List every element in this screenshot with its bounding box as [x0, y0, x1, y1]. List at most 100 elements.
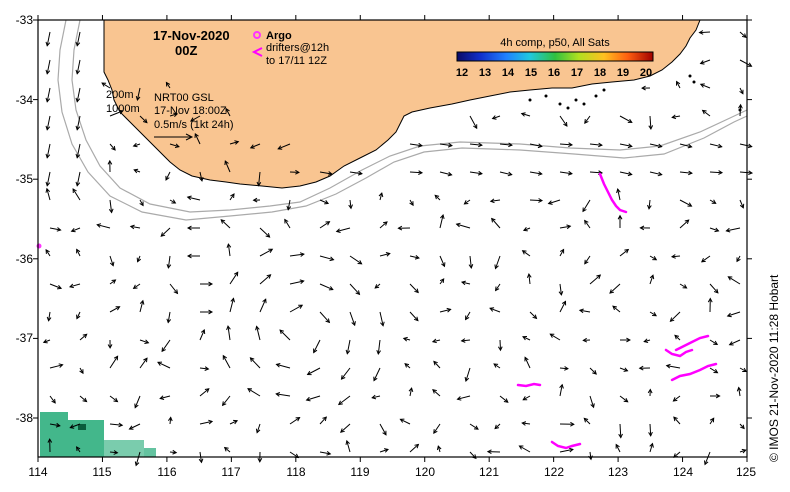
current-vector-head [413, 316, 419, 322]
current-vector-head [549, 333, 555, 338]
current-vector [709, 418, 715, 425]
current-vector [673, 416, 681, 425]
current-vector-head [561, 300, 567, 306]
current-vector-head [671, 114, 677, 120]
current-vector-head [609, 289, 615, 294]
current-vector-head [521, 250, 527, 255]
current-vector [489, 307, 501, 313]
current-vector [70, 423, 81, 429]
current-vector [609, 283, 621, 294]
current-vector-head [324, 200, 330, 205]
current-vector [336, 227, 351, 232]
current-vector [169, 417, 172, 425]
current-vector-head [615, 443, 620, 449]
current-vector-head [414, 288, 419, 294]
current-vector-head [45, 125, 51, 131]
current-vector-head [226, 243, 232, 248]
current-vector-head [348, 204, 353, 210]
current-vector-head [583, 417, 589, 423]
current-vector [491, 218, 501, 229]
current-vector [165, 82, 171, 89]
current-vector-head [132, 142, 138, 148]
current-vector-head [165, 81, 171, 87]
current-vector-head [82, 333, 88, 339]
current-vector-field [42, 30, 754, 467]
current-vector [409, 311, 419, 321]
current-vector [495, 283, 501, 291]
current-vector [521, 113, 531, 117]
current-vector-head [45, 153, 51, 159]
current-vector-head [55, 422, 61, 428]
current-vector [403, 337, 411, 341]
x-tick-label: 115 [92, 465, 111, 479]
current-vector-head [739, 203, 745, 209]
current-vector [109, 255, 114, 266]
current-vector-head [657, 171, 663, 177]
current-vector-head [676, 80, 681, 86]
current-vector [130, 225, 141, 229]
current-vector [528, 274, 531, 285]
current-vector [109, 451, 118, 454]
current-vector-head [486, 449, 492, 455]
current-vector [76, 171, 81, 186]
current-vector-head [564, 366, 569, 371]
current-vector [135, 451, 141, 466]
current-vector [187, 196, 201, 201]
current-vector [256, 326, 261, 341]
current-vector-head [337, 400, 343, 406]
current-vector [287, 199, 291, 210]
current-vector [139, 115, 148, 123]
current-vector [319, 311, 330, 323]
current-vector [649, 171, 662, 176]
current-vector [109, 356, 119, 369]
current-vector-head [641, 85, 646, 91]
current-vector-head [204, 388, 210, 393]
current-vector-head [72, 188, 77, 194]
current-vector-head [371, 394, 377, 400]
current-vector-head [698, 30, 704, 35]
current-vector-head [222, 354, 227, 360]
current-vector [409, 444, 419, 453]
current-vector [169, 113, 178, 117]
y-axis-labels: -33 -34 -35 -36 -37 -38 [16, 13, 34, 425]
current-vector-head [432, 389, 437, 394]
current-vector [199, 388, 210, 397]
current-vector-head [431, 338, 437, 344]
current-vector-head [134, 403, 139, 409]
current-vector [129, 423, 141, 430]
y-tick-label: -38 [16, 411, 34, 425]
current-vector-head [249, 144, 255, 149]
current-vector [220, 219, 231, 229]
current-vector [469, 255, 472, 268]
current-vector [589, 451, 592, 460]
current-vector-head [665, 363, 671, 369]
product-label: NRT00 GSL [154, 92, 214, 104]
current-vector-head [725, 227, 731, 233]
current-vector [699, 31, 711, 34]
current-vector-head [623, 397, 629, 403]
current-vector [379, 311, 384, 326]
current-vector-head [173, 112, 179, 118]
current-vector-head [652, 256, 658, 261]
current-vector-head [522, 226, 528, 232]
current-vector-head [46, 316, 52, 322]
current-vector-head [520, 112, 526, 117]
current-vector-head [327, 171, 333, 176]
drifter-track-5 [516, 382, 542, 388]
current-vector-head [113, 450, 119, 455]
current-vector-head [355, 290, 361, 296]
current-vector-head [699, 83, 705, 88]
current-vector [439, 143, 452, 147]
x-axis-ticks [37, 15, 748, 462]
current-vector-head [700, 257, 706, 263]
current-vector-head [563, 121, 568, 127]
current-vector [583, 418, 591, 425]
current-vector [589, 143, 602, 146]
current-vector-head [617, 214, 623, 220]
current-vector [739, 367, 747, 372]
current-vector-head [45, 249, 50, 254]
current-vector-head [477, 170, 483, 176]
current-vector-head [649, 274, 655, 280]
current-vector [674, 335, 681, 341]
current-vector [76, 59, 81, 74]
